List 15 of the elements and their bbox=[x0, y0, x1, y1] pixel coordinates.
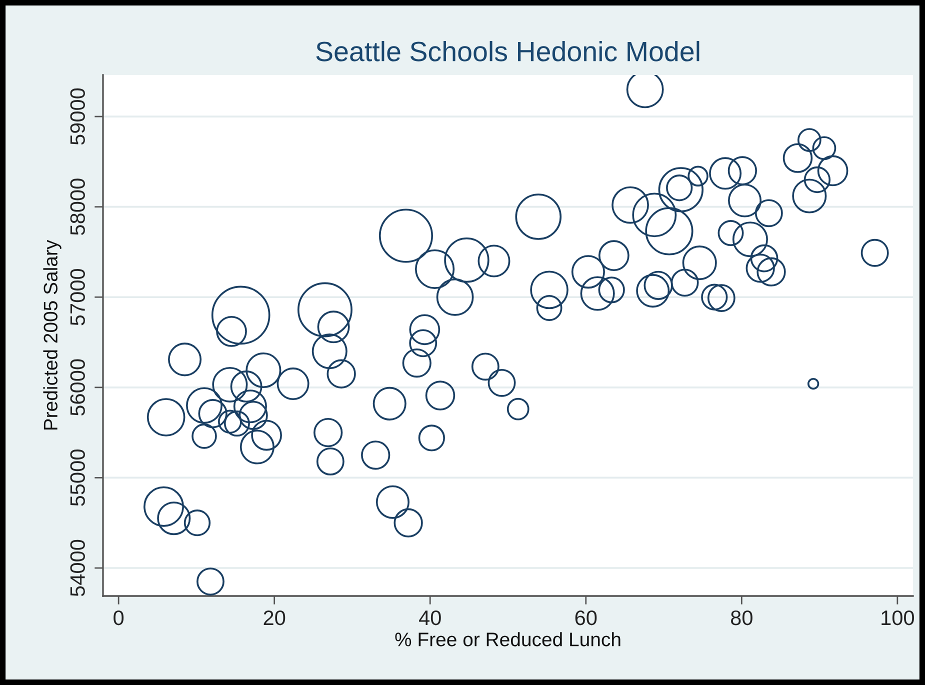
x-tick-label: 20 bbox=[264, 610, 286, 626]
y-tick-label: 57000 bbox=[70, 268, 85, 326]
y-tick-label: 54000 bbox=[70, 540, 85, 596]
y-axis-title: Predicted 2005 Salary bbox=[43, 240, 62, 430]
y-tick-label: 55000 bbox=[70, 450, 85, 506]
x-tick-label: 60 bbox=[575, 610, 597, 626]
x-tick-label: 80 bbox=[730, 610, 752, 626]
x-tick-label: 100 bbox=[882, 610, 914, 626]
x-tick-label: 40 bbox=[419, 610, 441, 626]
y-tick-label: 58000 bbox=[70, 178, 85, 235]
x-tick-label: 0 bbox=[114, 610, 124, 626]
x-axis-title: % Free or Reduced Lunch bbox=[395, 632, 620, 646]
chart-title: Seattle Schools Hedonic Model bbox=[316, 40, 700, 62]
y-tick-label: 59000 bbox=[70, 88, 85, 145]
y-tick-label: 56000 bbox=[70, 359, 85, 416]
